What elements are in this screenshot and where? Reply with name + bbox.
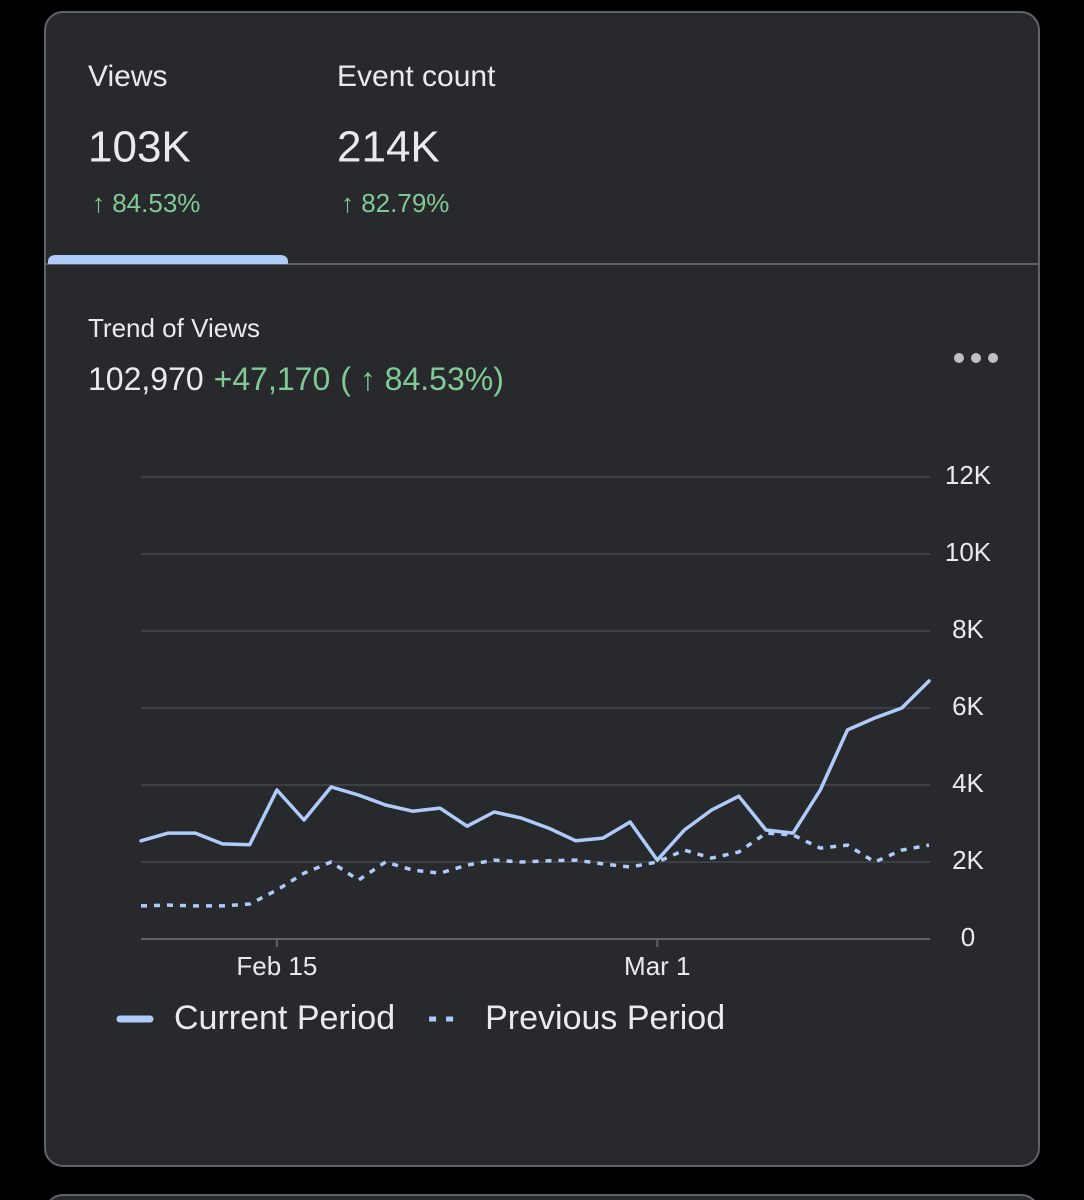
series-line xyxy=(139,679,931,862)
dot xyxy=(971,353,981,363)
change: +47,170 xyxy=(214,361,331,397)
series-line xyxy=(140,831,930,908)
metric-label: Event count xyxy=(337,60,496,93)
total: 102,970 xyxy=(88,361,204,397)
x-tick-label: Mar 1 xyxy=(624,951,690,981)
dot xyxy=(954,353,964,363)
legend-item: Current Period xyxy=(116,999,395,1037)
y-tick-label: 4K xyxy=(952,768,984,798)
legend-label: Previous Period xyxy=(485,999,725,1037)
legend-item: Previous Period xyxy=(429,999,725,1037)
metric-change: ↑ 82.79% xyxy=(341,188,449,218)
dot xyxy=(988,353,998,363)
card xyxy=(44,11,1040,1167)
x-tick-label: Feb 15 xyxy=(236,951,317,981)
y-tick-label: 2K xyxy=(952,845,984,875)
metric-label: Views xyxy=(88,60,167,93)
next-card xyxy=(49,1194,1035,1200)
y-tick-label: 10K xyxy=(945,537,992,567)
more-button[interactable] xyxy=(954,353,998,363)
y-tick-label: 12K xyxy=(945,460,992,490)
legend-label: Current Period xyxy=(174,999,395,1037)
metric-tab[interactable]: Event count 214K ↑ 82.79% xyxy=(337,60,496,218)
chart-title: Trend of Views xyxy=(88,313,260,343)
tab-indicator xyxy=(48,255,288,264)
change-percent: ( ↑ 84.53%) xyxy=(340,361,504,397)
metric-value: 103K xyxy=(88,123,191,172)
y-tick-label: 0 xyxy=(961,922,975,952)
chart-total: 102,970 +47,170( ↑ 84.53%) xyxy=(88,361,504,397)
metric-value: 214K xyxy=(337,123,440,172)
metric-change: ↑ 84.53% xyxy=(92,188,200,218)
y-tick-label: 8K xyxy=(952,614,984,644)
y-tick-label: 6K xyxy=(952,691,984,721)
metric-tab[interactable]: Views 103K ↑ 84.53% xyxy=(88,60,200,218)
